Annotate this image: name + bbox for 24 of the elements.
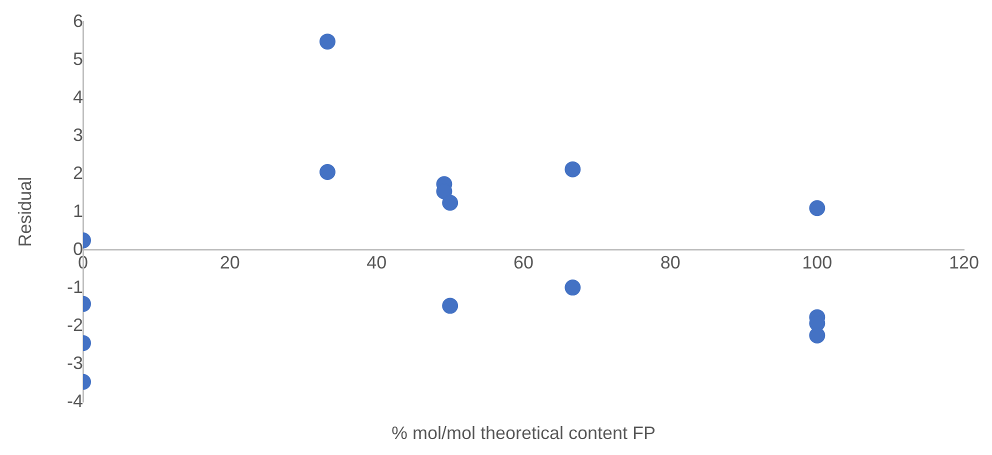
x-tick-label: 40 xyxy=(366,252,387,273)
point xyxy=(442,194,458,211)
y-tick-label: 5 xyxy=(72,48,83,69)
point xyxy=(564,280,581,296)
y-tick-label: 4 xyxy=(72,86,83,107)
x-tick-label: 20 xyxy=(220,252,240,273)
y-tick-label: -3 xyxy=(66,352,83,373)
point xyxy=(442,298,458,314)
point xyxy=(809,200,826,216)
y-tick-label: -1 xyxy=(66,276,83,297)
x-tick-label: 60 xyxy=(513,252,534,273)
x-tick-label: 120 xyxy=(948,252,980,273)
y-tick-label: 1 xyxy=(72,200,83,221)
x-tick-label: 80 xyxy=(660,252,680,273)
x-axis-title: % mol/mol theoretical content FP xyxy=(391,422,656,443)
y-axis-title: Residual xyxy=(14,176,35,247)
x-tick-label: 100 xyxy=(802,252,832,273)
point xyxy=(564,161,581,178)
y-tick-label: -2 xyxy=(66,314,83,335)
y-tick-label: 3 xyxy=(72,124,83,145)
point xyxy=(809,327,826,344)
y-tick-label: -4 xyxy=(66,390,83,411)
y-tick-label: 6 xyxy=(72,10,83,31)
y-tick-label: 2 xyxy=(72,162,83,183)
